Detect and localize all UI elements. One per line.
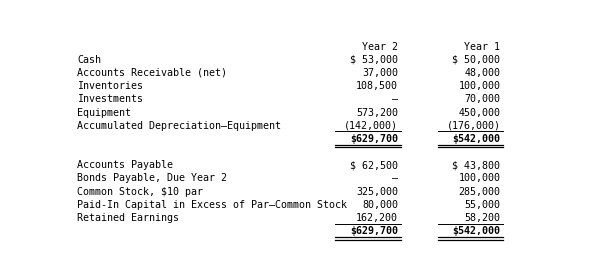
Text: (142,000): (142,000) xyxy=(344,121,398,131)
Text: Bonds Payable, Due Year 2: Bonds Payable, Due Year 2 xyxy=(77,173,227,183)
Text: $ 50,000: $ 50,000 xyxy=(452,55,500,65)
Text: Equipment: Equipment xyxy=(77,108,131,118)
Text: $629,700: $629,700 xyxy=(350,134,398,144)
Text: 325,000: 325,000 xyxy=(356,187,398,197)
Text: $542,000: $542,000 xyxy=(452,134,500,144)
Text: (176,000): (176,000) xyxy=(446,121,500,131)
Text: —: — xyxy=(392,94,398,104)
Text: Investments: Investments xyxy=(77,94,143,104)
Text: Accounts Receivable (net): Accounts Receivable (net) xyxy=(77,68,227,78)
Text: Common Stock, $10 par: Common Stock, $10 par xyxy=(77,187,203,197)
Text: —: — xyxy=(392,173,398,183)
Text: $542,000: $542,000 xyxy=(452,226,500,236)
Text: Paid-In Capital in Excess of Par—Common Stock: Paid-In Capital in Excess of Par—Common … xyxy=(77,200,347,210)
Text: Year 1: Year 1 xyxy=(464,42,500,52)
Text: 48,000: 48,000 xyxy=(464,68,500,78)
Text: 55,000: 55,000 xyxy=(464,200,500,210)
Text: $ 53,000: $ 53,000 xyxy=(350,55,398,65)
Text: $ 43,800: $ 43,800 xyxy=(452,160,500,170)
Text: Inventories: Inventories xyxy=(77,81,143,91)
Text: 573,200: 573,200 xyxy=(356,108,398,118)
Text: $629,700: $629,700 xyxy=(350,226,398,236)
Text: 100,000: 100,000 xyxy=(458,81,500,91)
Text: 80,000: 80,000 xyxy=(362,200,398,210)
Text: 108,500: 108,500 xyxy=(356,81,398,91)
Text: Year 2: Year 2 xyxy=(362,42,398,52)
Text: 285,000: 285,000 xyxy=(458,187,500,197)
Text: 100,000: 100,000 xyxy=(458,173,500,183)
Text: 70,000: 70,000 xyxy=(464,94,500,104)
Text: Accounts Payable: Accounts Payable xyxy=(77,160,173,170)
Text: 58,200: 58,200 xyxy=(464,213,500,223)
Text: $ 62,500: $ 62,500 xyxy=(350,160,398,170)
Text: Retained Earnings: Retained Earnings xyxy=(77,213,179,223)
Text: Cash: Cash xyxy=(77,55,101,65)
Text: 162,200: 162,200 xyxy=(356,213,398,223)
Text: 37,000: 37,000 xyxy=(362,68,398,78)
Text: 450,000: 450,000 xyxy=(458,108,500,118)
Text: Accumulated Depreciation—Equipment: Accumulated Depreciation—Equipment xyxy=(77,121,281,131)
